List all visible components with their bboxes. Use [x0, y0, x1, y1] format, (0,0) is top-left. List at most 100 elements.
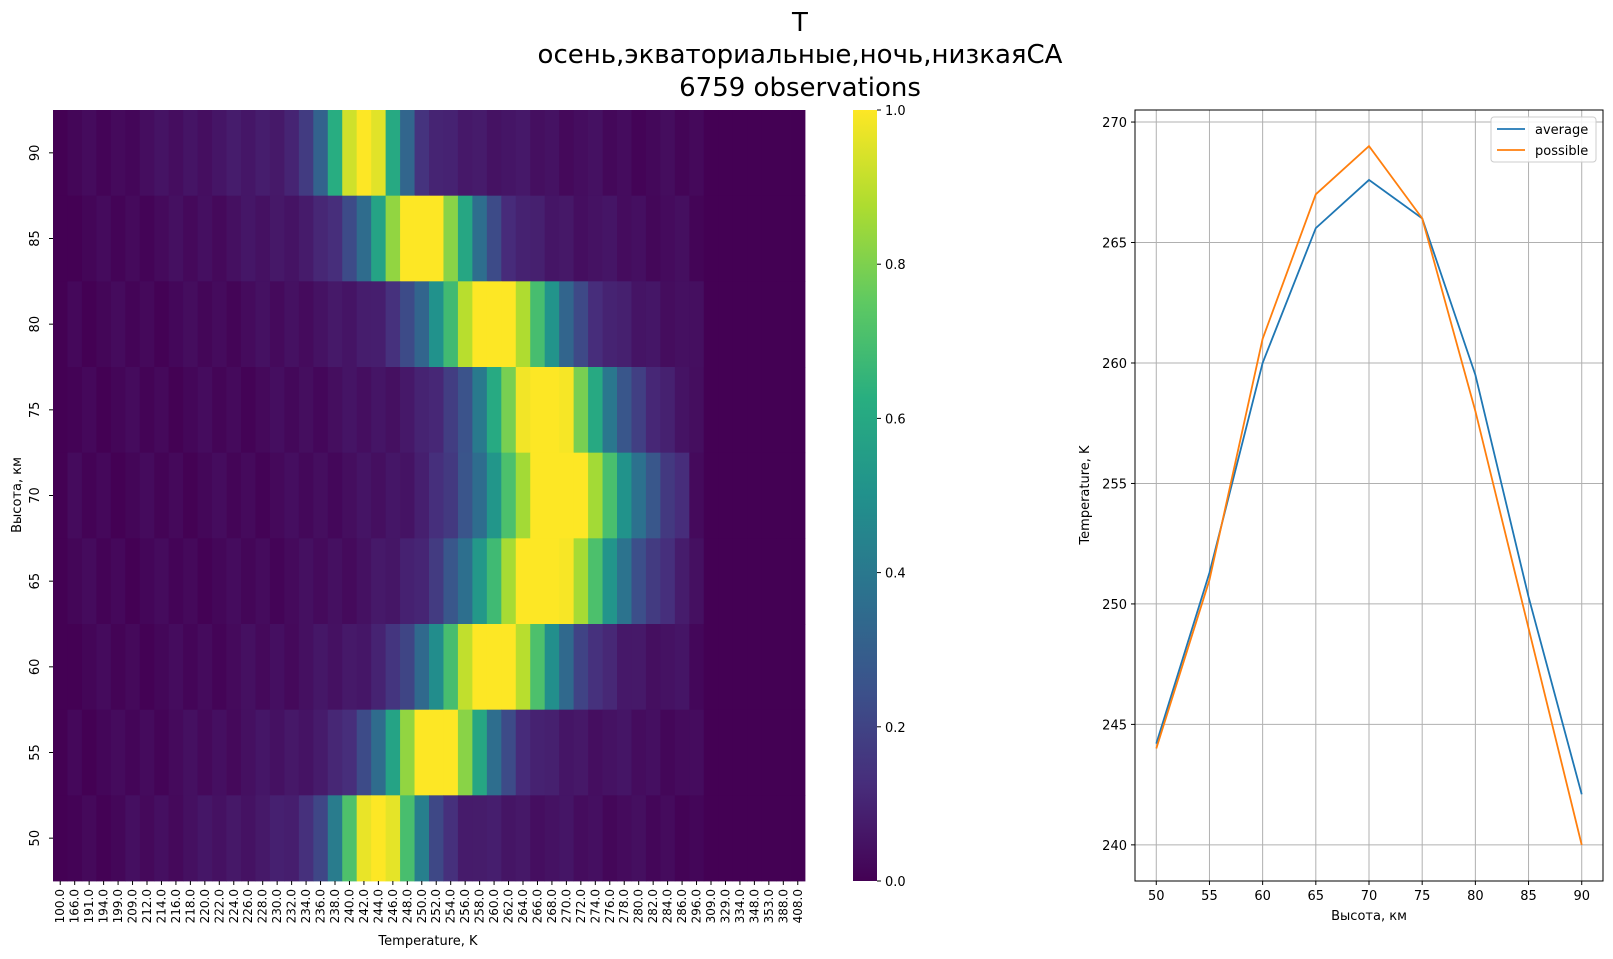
heatmap-cell	[747, 795, 763, 882]
heatmap-cell	[298, 795, 314, 882]
heatmap-cell	[197, 624, 213, 711]
heatmap-cell	[168, 452, 184, 539]
heatmap-cell	[530, 367, 546, 454]
heatmap-cell	[342, 795, 358, 882]
heatmap-cell	[110, 624, 126, 711]
heatmap-cell	[776, 452, 791, 539]
line-chart-y-ticks: 270 265 260 255 250 245 240	[1102, 116, 1135, 854]
heatmap-cell	[400, 195, 415, 282]
heatmap-cell	[342, 709, 358, 796]
heatmap-cell	[226, 538, 242, 625]
heatmap-cell	[385, 452, 401, 539]
heatmap-cell	[284, 367, 300, 454]
heatmap-cell	[385, 110, 401, 197]
heatmap-cell	[429, 195, 444, 282]
heatmap-x-tick-label: 194.0	[97, 889, 111, 923]
line-x-tick-label: 70	[1361, 889, 1378, 904]
heatmap-cell	[371, 110, 387, 197]
heatmap-cell	[255, 709, 271, 796]
heatmap-x-tick-label: 248.0	[400, 889, 414, 923]
heatmap-cell	[125, 110, 141, 197]
heatmap-cell	[414, 195, 430, 282]
heatmap-cell	[457, 281, 473, 368]
heatmap-cell	[674, 624, 690, 711]
heatmap-cell	[125, 624, 141, 711]
heatmap-y-tick-label: 50	[28, 830, 43, 847]
heatmap-x-tick-label: 226.0	[241, 889, 255, 923]
heatmap-cell	[53, 795, 68, 882]
heatmap-cell	[125, 367, 141, 454]
heatmap-cell	[530, 538, 546, 625]
heatmap-cell	[81, 110, 97, 197]
colorbar-tick-label: 0.0	[885, 875, 906, 890]
heatmap-cell	[125, 538, 141, 625]
heatmap-cell	[371, 624, 387, 711]
heatmap-cell	[371, 795, 387, 882]
heatmap-cell	[197, 110, 213, 197]
heatmap-cell	[269, 110, 285, 197]
heatmap-cell	[125, 281, 141, 368]
heatmap-cell	[197, 281, 213, 368]
heatmap-cell	[718, 367, 734, 454]
heatmap-cell	[298, 452, 314, 539]
heatmap-cell	[617, 452, 632, 539]
heatmap-x-tick-label: 353.0	[762, 889, 776, 923]
heatmap-cell	[53, 281, 68, 368]
heatmap-cell	[327, 452, 343, 539]
heatmap-cell	[429, 110, 444, 197]
heatmap-cell	[761, 452, 777, 539]
heatmap-cell	[241, 452, 256, 539]
line-x-tick-label: 85	[1520, 889, 1537, 904]
heatmap-cell	[544, 281, 560, 368]
heatmap-cell	[689, 538, 705, 625]
heatmap-x-tick-label: 282.0	[646, 889, 660, 923]
heatmap-cell	[241, 195, 256, 282]
heatmap-cell	[631, 281, 647, 368]
heatmap-cell	[139, 709, 155, 796]
heatmap-cell	[400, 110, 415, 197]
heatmap-cell	[385, 367, 401, 454]
heatmap-cell	[327, 624, 343, 711]
heatmap-cell	[602, 367, 618, 454]
heatmap-cell	[356, 709, 372, 796]
heatmap-cell	[718, 795, 734, 882]
heatmap-cell	[703, 281, 719, 368]
heatmap-cell	[168, 281, 184, 368]
heatmap-x-tick-label: 216.0	[169, 889, 183, 923]
heatmap-y-tick-label: 90	[28, 145, 43, 162]
heatmap-chart: 100.0 166.0 191.0 194.0 199.0 209.0 212.0 214.0…	[10, 110, 806, 949]
heatmap-y-tick-label: 65	[28, 573, 43, 590]
heatmap-cell	[110, 452, 126, 539]
heatmap-cell	[67, 110, 83, 197]
heatmap-cell	[472, 452, 488, 539]
heatmap-cell	[747, 195, 763, 282]
heatmap-cell	[226, 624, 242, 711]
heatmap-cell	[732, 110, 748, 197]
line-y-tick-label: 265	[1102, 237, 1127, 252]
heatmap-cell	[429, 709, 444, 796]
heatmap-cell	[226, 195, 242, 282]
heatmap-cell	[530, 795, 546, 882]
heatmap-cell	[226, 110, 242, 197]
heatmap-cell	[703, 452, 719, 539]
heatmap-cell	[761, 195, 777, 282]
heatmap-cell	[241, 709, 256, 796]
heatmap-cell	[139, 795, 155, 882]
colorbar-tick-label: 1.0	[885, 104, 906, 119]
heatmap-cell	[674, 110, 690, 197]
heatmap-cell	[400, 709, 415, 796]
heatmap-x-tick-label: 209.0	[126, 889, 140, 923]
heatmap-x-tick-label: 220.0	[198, 889, 212, 923]
heatmap-cell	[154, 624, 170, 711]
series-line-possible	[1155, 144, 1583, 846]
heatmap-cell	[732, 281, 748, 368]
heatmap-cell	[356, 452, 372, 539]
heatmap-cell	[342, 367, 358, 454]
heatmap-cell	[573, 452, 589, 539]
heatmap-cell	[313, 538, 329, 625]
heatmap-cell	[631, 195, 647, 282]
heatmap-x-tick-label: 218.0	[183, 889, 197, 923]
heatmap-x-tick-label: 224.0	[227, 889, 241, 923]
heatmap-x-tick-label: 222.0	[212, 889, 226, 923]
